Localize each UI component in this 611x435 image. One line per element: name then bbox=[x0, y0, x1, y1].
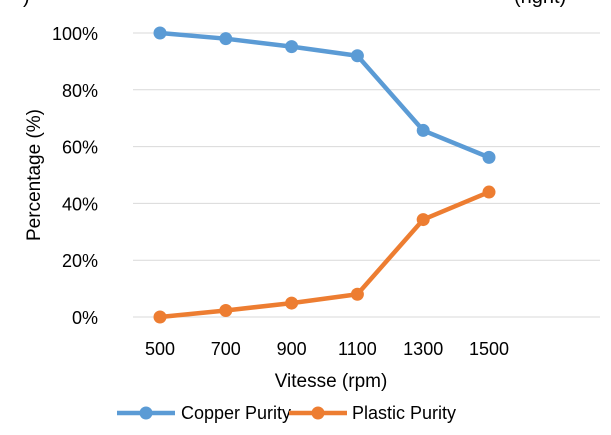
x-axis-label: Vitesse (rpm) bbox=[275, 371, 388, 392]
series-line-1 bbox=[157, 30, 492, 160]
y-tick-label: 20% bbox=[62, 251, 98, 271]
data-point bbox=[285, 40, 299, 54]
data-point bbox=[350, 287, 364, 301]
y-tick-label: 100% bbox=[52, 24, 98, 44]
legend-swatch-marker bbox=[311, 406, 325, 420]
x-tick-label: 1100 bbox=[338, 339, 377, 359]
data-point bbox=[482, 185, 496, 199]
y-tick-labels: 0% 20% 40% 60% 80% 100% bbox=[52, 24, 98, 328]
header-fragment-right: (right) bbox=[514, 0, 566, 9]
data-point bbox=[219, 32, 233, 46]
data-point bbox=[153, 310, 167, 324]
data-point bbox=[416, 123, 430, 137]
gridlines bbox=[133, 32, 600, 318]
legend: Copper Purity Plastic Purity bbox=[117, 403, 456, 423]
data-point bbox=[219, 303, 233, 317]
legend-swatch-marker bbox=[139, 406, 153, 420]
data-point bbox=[416, 213, 430, 227]
data-point bbox=[482, 150, 496, 164]
y-tick-label: 40% bbox=[62, 194, 98, 214]
legend-label: Plastic Purity bbox=[352, 403, 456, 423]
x-tick-label: 1500 bbox=[469, 339, 509, 359]
legend-label: Copper Purity bbox=[181, 403, 291, 423]
y-tick-label: 60% bbox=[62, 138, 98, 158]
y-tick-label: 0% bbox=[72, 308, 98, 328]
x-tick-labels: 500 700 900 1100 1300 1500 bbox=[145, 339, 509, 359]
data-point bbox=[285, 296, 299, 310]
series-layer bbox=[153, 26, 496, 324]
x-tick-label: 1300 bbox=[403, 339, 443, 359]
y-axis-label: Percentage (%) bbox=[24, 109, 45, 241]
x-tick-label: 900 bbox=[277, 339, 307, 359]
data-point bbox=[350, 49, 364, 63]
header-fragment-left: ) bbox=[23, 0, 30, 9]
y-tick-label: 80% bbox=[62, 81, 98, 101]
data-point bbox=[153, 26, 167, 40]
x-tick-label: 500 bbox=[145, 339, 175, 359]
series-line-2 bbox=[157, 189, 492, 320]
x-tick-label: 700 bbox=[211, 339, 241, 359]
